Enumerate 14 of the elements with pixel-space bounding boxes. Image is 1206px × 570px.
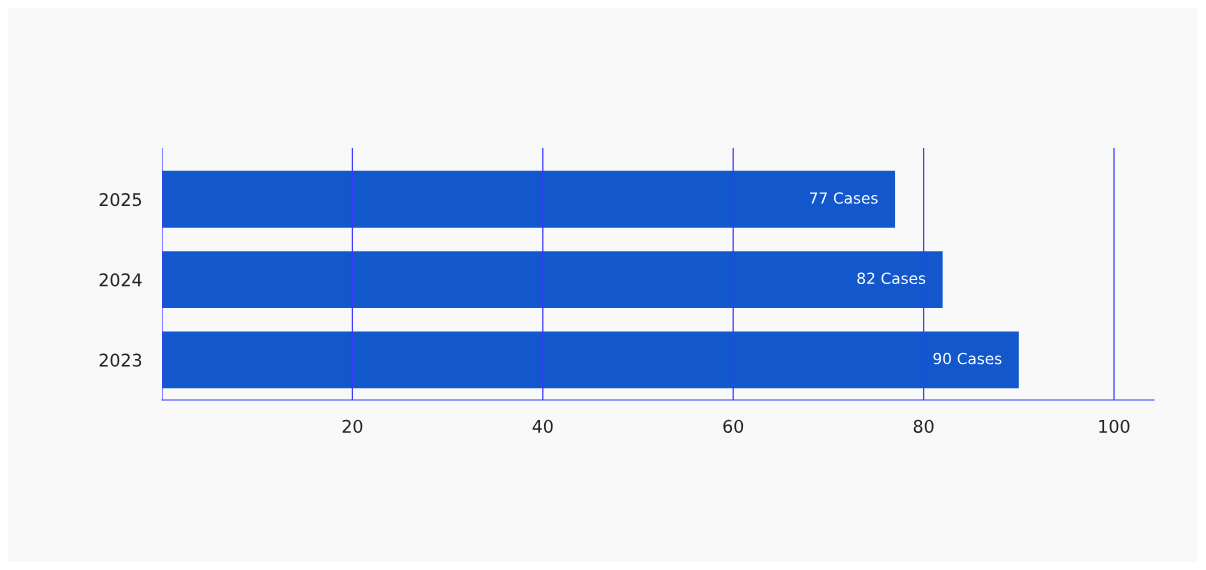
x-tick-label: 60	[723, 419, 744, 433]
x-tick-label: 100	[1099, 419, 1130, 433]
data-label: 82 Cases	[857, 272, 926, 285]
data-label: 90 Cases	[933, 352, 1002, 365]
bar	[162, 331, 1019, 389]
bar	[162, 251, 943, 309]
data-label: 77 Cases	[809, 192, 878, 204]
y-tick-label: 2024	[99, 273, 142, 287]
y-tick-label: 2025	[99, 193, 142, 207]
x-tick-label: 40	[532, 419, 553, 433]
bar	[162, 170, 896, 228]
y-tick-label: 2023	[99, 353, 142, 367]
x-tick-label: 20	[342, 419, 363, 433]
x-tick-label: 80	[913, 419, 934, 433]
